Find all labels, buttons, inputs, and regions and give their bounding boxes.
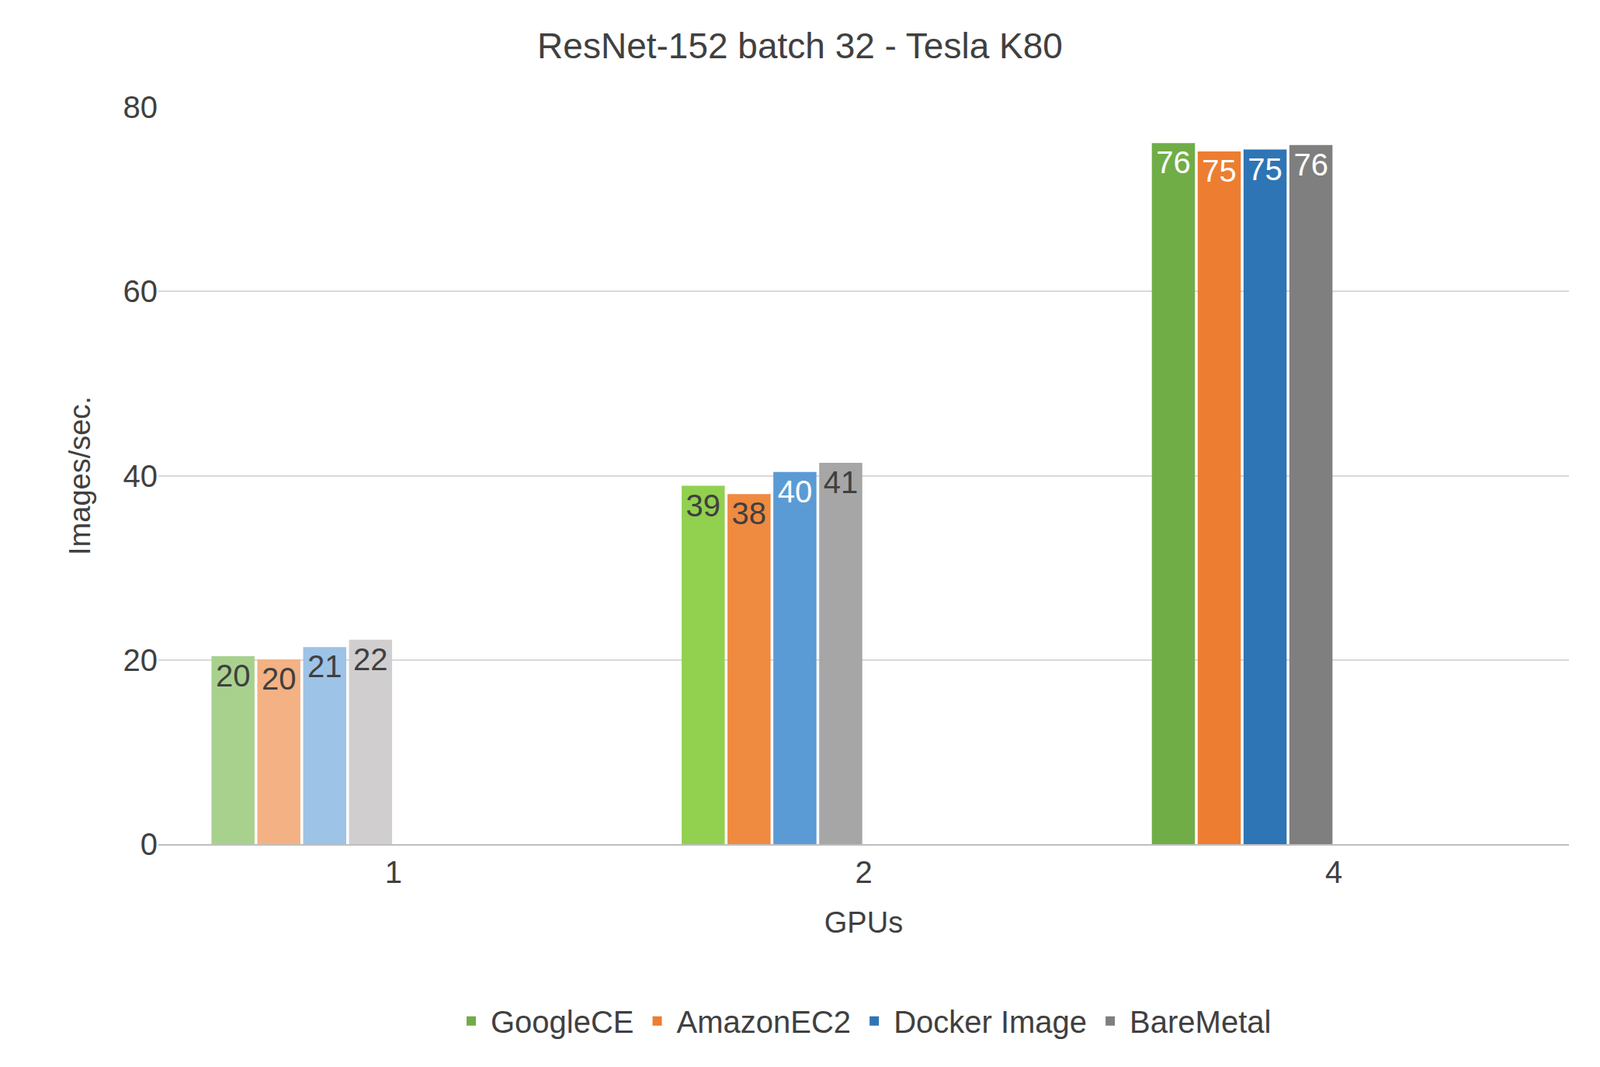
- svg-text:39: 39: [686, 488, 722, 523]
- svg-text:75: 75: [1201, 153, 1237, 188]
- svg-text:20: 20: [123, 642, 159, 677]
- svg-text:40: 40: [123, 458, 159, 493]
- svg-text:GPUs: GPUs: [824, 905, 903, 939]
- svg-text:Docker Image: Docker Image: [893, 1004, 1087, 1039]
- svg-text:41: 41: [823, 465, 859, 500]
- svg-text:BareMetal: BareMetal: [1129, 1004, 1271, 1039]
- svg-text:38: 38: [732, 496, 768, 531]
- svg-text:75: 75: [1247, 152, 1283, 187]
- svg-text:20: 20: [215, 658, 251, 693]
- svg-text:Images/sec.: Images/sec.: [63, 395, 97, 556]
- svg-text:2: 2: [854, 854, 872, 889]
- svg-text:80: 80: [123, 90, 159, 125]
- svg-text:76: 76: [1155, 145, 1191, 180]
- svg-text:1: 1: [385, 854, 403, 889]
- svg-text:AmazonEC2: AmazonEC2: [676, 1004, 852, 1039]
- svg-text:21: 21: [307, 649, 343, 684]
- svg-text:GoogleCE: GoogleCE: [490, 1004, 635, 1039]
- svg-text:76: 76: [1293, 147, 1329, 182]
- svg-text:4: 4: [1325, 854, 1343, 889]
- svg-text:22: 22: [353, 642, 389, 677]
- svg-text:20: 20: [261, 661, 297, 696]
- svg-text:0: 0: [140, 826, 158, 861]
- svg-text:40: 40: [777, 474, 813, 509]
- svg-text:60: 60: [123, 274, 159, 309]
- svg-text:ResNet-152 batch 32 - Tesla K8: ResNet-152 batch 32 - Tesla K80: [537, 25, 1063, 66]
